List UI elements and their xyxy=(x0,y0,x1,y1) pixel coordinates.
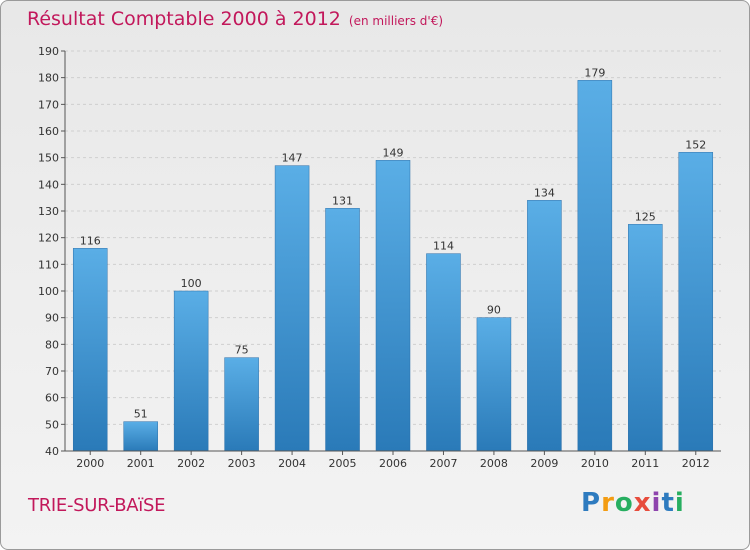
data-label: 147 xyxy=(282,152,303,165)
bar-2002 xyxy=(173,290,209,452)
logo-letter: r xyxy=(601,488,615,518)
x-tick-label: 2005 xyxy=(329,457,357,470)
x-axis: 2000 2001 2002 2003 2004 2005 2006 2007 2008 2009… xyxy=(65,450,721,470)
data-label: 75 xyxy=(235,344,249,357)
x-tick-label: 2004 xyxy=(278,457,306,470)
data-label: 100 xyxy=(181,277,202,290)
y-tick-label: 140 xyxy=(38,178,59,191)
x-tick-label: 2011 xyxy=(631,457,659,470)
data-label: 125 xyxy=(635,210,656,223)
bars: 116 51 100 75 147 131 149 114 90 134 179 125 152 xyxy=(72,66,714,452)
logo-letter: P xyxy=(581,488,602,518)
title-unit: (en milliers d'€) xyxy=(348,14,444,28)
x-tick-label: 2002 xyxy=(177,457,205,470)
bar-2004 xyxy=(274,165,310,452)
logo-letter: t xyxy=(661,488,675,518)
x-tick-label: 2000 xyxy=(76,457,104,470)
logo-letter: i xyxy=(651,488,662,518)
x-tick-label: 2001 xyxy=(127,457,155,470)
y-axis: 40 50 60 70 80 90 100 110 120 130 140 150 160 170 180 1… xyxy=(38,45,66,458)
x-tick-label: 2003 xyxy=(228,457,256,470)
logo-letter: x xyxy=(633,488,652,518)
data-label: 90 xyxy=(487,304,501,317)
bar-2009 xyxy=(527,200,562,452)
y-tick-label: 120 xyxy=(38,232,59,245)
bar-2006 xyxy=(375,160,411,452)
logo-letter: o xyxy=(614,488,634,518)
y-tick-label: 80 xyxy=(45,338,59,351)
data-label: 149 xyxy=(383,146,404,159)
bar-2010 xyxy=(577,80,613,452)
y-tick-label: 110 xyxy=(38,258,59,271)
x-tick-label: 2009 xyxy=(530,457,558,470)
data-label: 179 xyxy=(584,66,605,79)
data-label: 51 xyxy=(134,408,148,421)
title-text: Résultat Comptable 2000 à 2012 xyxy=(27,8,341,30)
data-label: 116 xyxy=(80,234,101,247)
y-tick-label: 70 xyxy=(45,365,59,378)
bar-2005 xyxy=(325,208,360,452)
y-tick-label: 170 xyxy=(38,98,59,111)
y-tick-label: 160 xyxy=(38,125,59,138)
data-label: 152 xyxy=(685,138,706,151)
y-tick-label: 130 xyxy=(38,205,59,218)
chart-title: Résultat Comptable 2000 à 2012 (en millie… xyxy=(27,8,443,30)
y-tick-label: 180 xyxy=(38,72,59,85)
y-tick-label: 50 xyxy=(45,418,59,431)
y-tick-label: 60 xyxy=(45,392,59,405)
x-tick-label: 2008 xyxy=(480,457,508,470)
y-tick-label: 150 xyxy=(38,152,59,165)
bar-2003 xyxy=(224,357,259,452)
bar-2012 xyxy=(678,152,714,452)
x-tick-label: 2010 xyxy=(581,457,609,470)
y-tick-label: 90 xyxy=(45,312,59,325)
x-tick-label: 2007 xyxy=(429,457,457,470)
logo-letter: i xyxy=(674,488,685,518)
bar-2007 xyxy=(426,253,461,452)
bar-2008 xyxy=(476,317,512,452)
data-label: 134 xyxy=(534,186,555,199)
data-label: 114 xyxy=(433,240,454,253)
y-tick-label: 40 xyxy=(45,445,59,458)
bar-2001 xyxy=(123,421,158,452)
bar-2011 xyxy=(628,224,663,452)
y-tick-label: 100 xyxy=(38,285,59,298)
proxiti-logo: Proxiti xyxy=(581,488,685,518)
location-label: TRIE-SUR-BAïSE xyxy=(28,495,166,516)
x-tick-label: 2006 xyxy=(379,457,407,470)
bar-2000 xyxy=(72,248,108,452)
x-tick-label: 2012 xyxy=(682,457,710,470)
y-tick-label: 190 xyxy=(38,45,59,58)
data-label: 131 xyxy=(332,194,353,207)
